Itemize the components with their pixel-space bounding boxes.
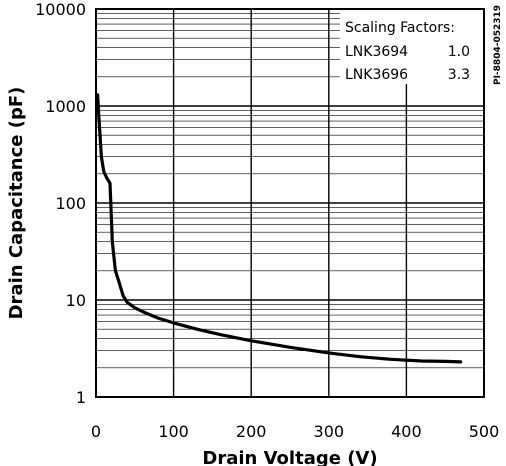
y-tick-label: 1000: [45, 97, 86, 116]
plot-frame: [95, 8, 485, 398]
legend-part-lnk3694: LNK3694: [345, 44, 408, 60]
x-tick-label: 0: [91, 422, 101, 441]
capacitance-curve: [96, 93, 463, 364]
y-axis-title: Drain Capacitance (pF): [6, 87, 27, 320]
major-grid: [96, 9, 484, 397]
y-tick-label: 10000: [35, 0, 86, 19]
x-tick-label: 500: [469, 422, 500, 441]
x-tick-label: 200: [236, 422, 267, 441]
x-tick-label: 100: [158, 422, 189, 441]
curve-group: [96, 93, 463, 364]
y-tick-labels: 1 10 100 1000 10000: [35, 0, 86, 407]
scaling-factors-legend: Scaling Factors: LNK3694 1.0 LNK3696 3.3: [345, 20, 470, 83]
x-tick-label: 400: [391, 422, 422, 441]
legend-factor-lnk3694: 1.0: [448, 44, 470, 60]
y-tick-label: 1: [76, 388, 86, 407]
x-tick-label: 300: [314, 422, 345, 441]
x-axis-title: Drain Voltage (V): [202, 448, 377, 466]
x-tick-labels: 0 100 200 300 400 500: [91, 422, 499, 441]
y-tick-label: 100: [55, 194, 86, 213]
legend-background: [340, 10, 483, 84]
legend-part-lnk3696: LNK3696: [345, 67, 408, 83]
y-tick-label: 10: [66, 291, 86, 310]
legend-factor-lnk3696: 3.3: [448, 67, 470, 83]
figure-reference: PI-8804-052319: [493, 5, 503, 85]
legend-title: Scaling Factors:: [345, 20, 455, 36]
